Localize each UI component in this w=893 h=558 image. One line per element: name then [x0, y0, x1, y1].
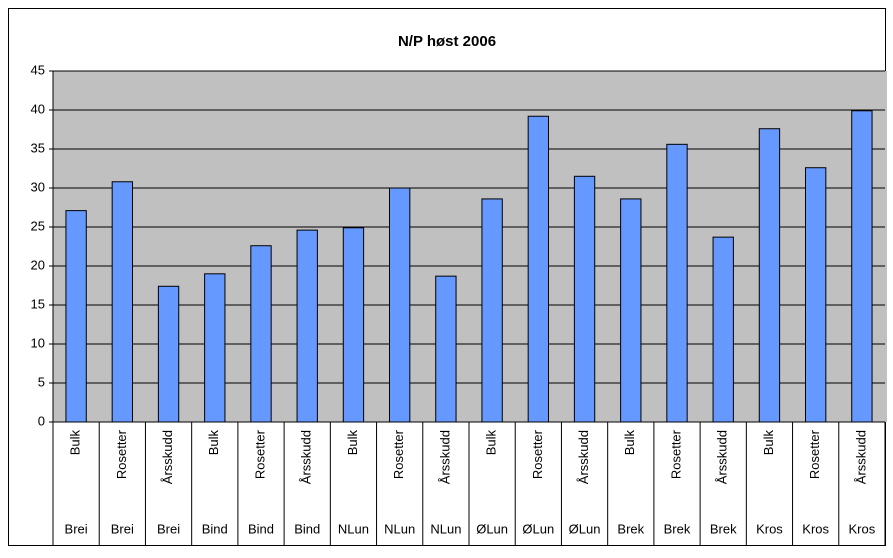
x-tick-label: Rosetter	[252, 429, 267, 479]
x-tick-label: Bulk	[761, 430, 776, 456]
y-tick-label: 35	[31, 140, 45, 155]
bar	[804, 167, 827, 423]
x-tick-label: Rosetter	[807, 429, 822, 479]
y-tick-label: 15	[31, 296, 45, 311]
x-group-label: Bind	[294, 521, 320, 536]
x-tick-label: Bulk	[484, 430, 499, 456]
x-tick-label: Årsskudd	[299, 430, 314, 484]
x-tick-label: Årsskudd	[437, 430, 452, 484]
y-tick-label: 40	[31, 101, 45, 116]
bar	[481, 198, 503, 423]
bar	[527, 115, 550, 423]
x-group-label: Bind	[248, 521, 274, 536]
bar	[342, 227, 365, 423]
x-tick-label: Rosetter	[391, 429, 406, 479]
x-group-label: NLun	[384, 521, 415, 536]
bar	[296, 229, 318, 423]
x-group-label: ØLun	[522, 521, 554, 536]
bar	[573, 175, 596, 423]
x-tick-label: Bulk	[68, 430, 83, 456]
x-group-label: Kros	[756, 521, 783, 536]
x-group-label: Kros	[849, 521, 876, 536]
x-tick-label: Årsskudd	[715, 430, 730, 484]
bar	[111, 181, 134, 423]
x-group-label: Brei	[111, 521, 134, 536]
bar	[157, 285, 180, 423]
bar	[712, 236, 734, 423]
x-tick-label: Bulk	[622, 430, 637, 456]
x-group-label: Brek	[617, 521, 644, 536]
x-tick-label: Rosetter	[668, 429, 683, 479]
x-group-label: Brei	[157, 521, 180, 536]
x-tick-label: Bulk	[345, 430, 360, 456]
x-tick-label: Årsskudd	[160, 430, 175, 484]
x-group-label: Bind	[202, 521, 228, 536]
y-tick-label: 5	[38, 374, 45, 389]
x-tick-label: Årsskudd	[576, 430, 591, 484]
x-group-label: Brek	[710, 521, 737, 536]
bar	[435, 275, 457, 423]
x-group-label: NLun	[430, 521, 461, 536]
x-tick-label: Rosetter	[114, 429, 129, 479]
x-group-label: ØLun	[476, 521, 508, 536]
bar	[204, 273, 226, 423]
x-group-label: ØLun	[569, 521, 601, 536]
bar	[250, 245, 272, 423]
y-tick-label: 10	[31, 335, 45, 350]
y-tick-label: 20	[31, 257, 45, 272]
x-group-label: Kros	[802, 521, 829, 536]
chart-title: N/P høst 2006	[398, 33, 496, 50]
plot-area	[53, 71, 887, 422]
bar	[851, 110, 873, 423]
x-group-label: Brei	[65, 521, 88, 536]
x-tick-label: Bulk	[206, 430, 221, 456]
bar	[758, 128, 781, 423]
y-tick-label: 0	[38, 413, 45, 428]
x-tick-label: Årsskudd	[853, 430, 868, 484]
bar	[620, 198, 642, 423]
y-tick-label: 25	[31, 218, 45, 233]
bar	[65, 210, 87, 423]
x-group-label: Brek	[664, 521, 691, 536]
bar	[388, 187, 411, 423]
y-tick-label: 30	[31, 179, 45, 194]
y-tick-label: 45	[31, 62, 45, 77]
x-group-label: NLun	[338, 521, 369, 536]
x-tick-label: Rosetter	[530, 429, 545, 479]
bar	[666, 143, 688, 423]
